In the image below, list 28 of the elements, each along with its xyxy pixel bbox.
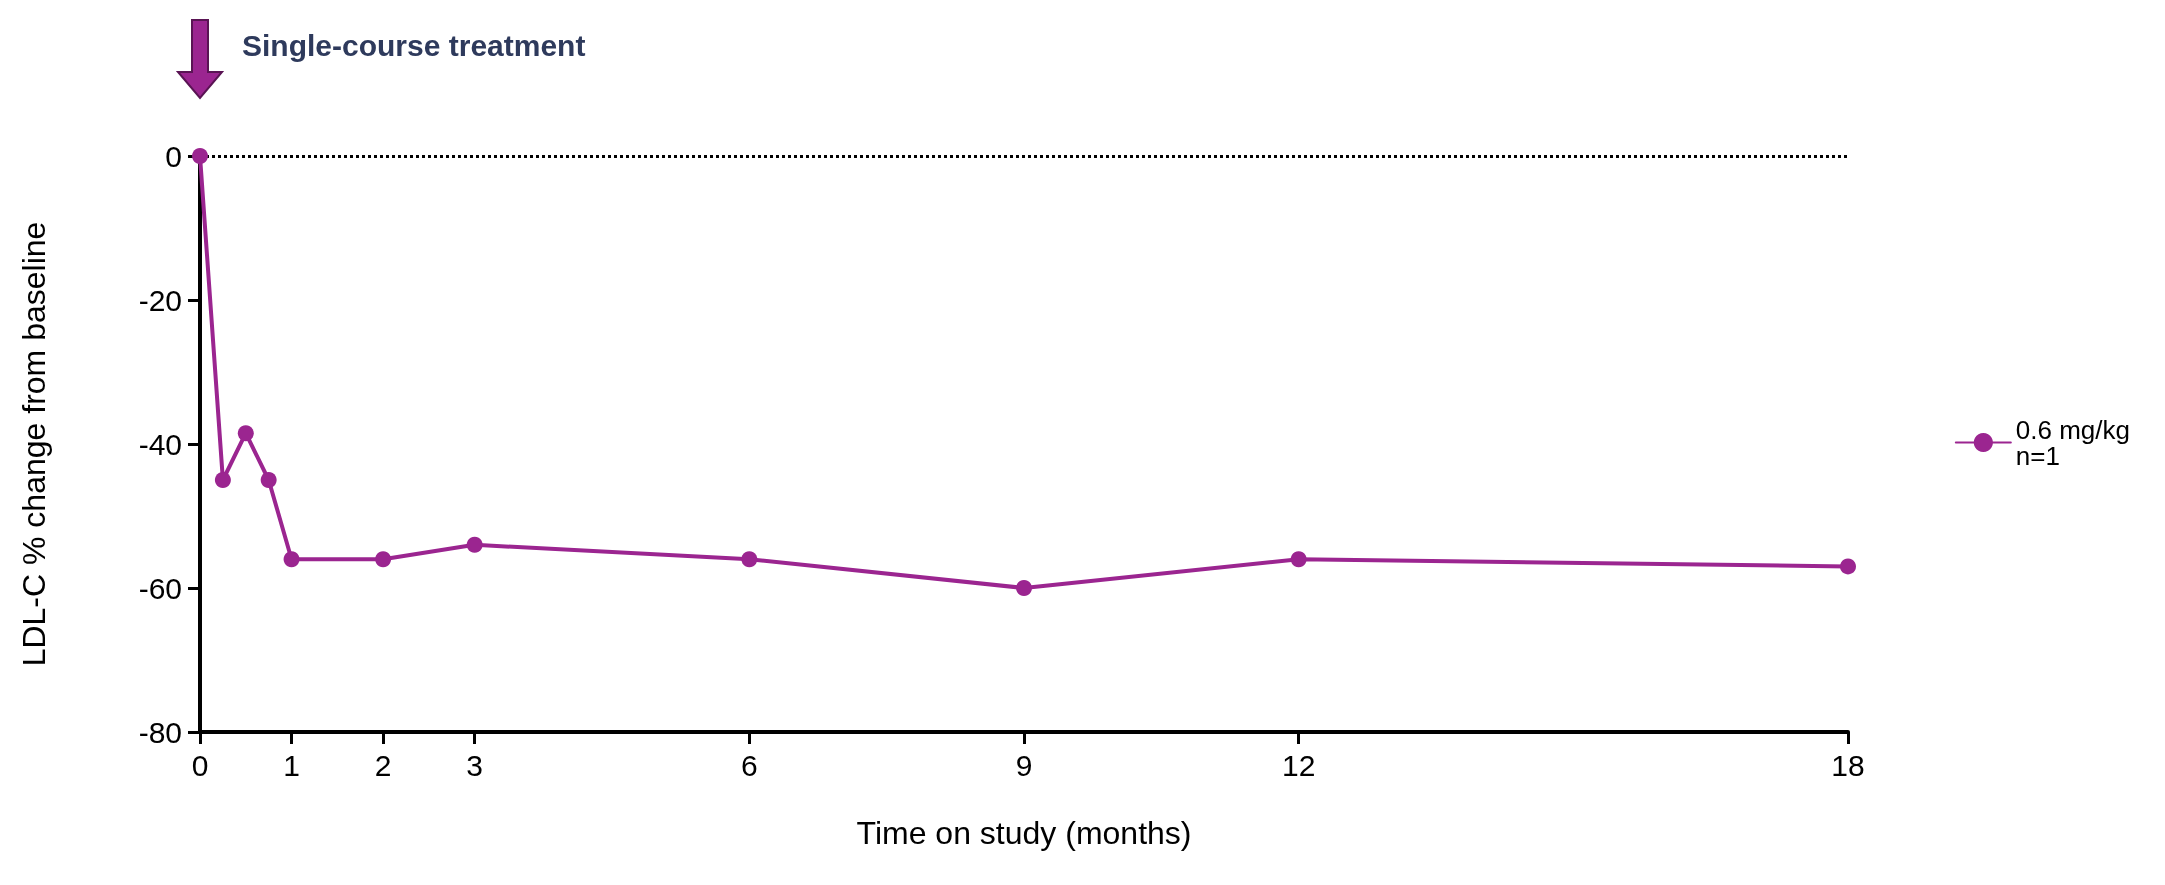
- y-tick-label: -80: [138, 715, 182, 749]
- point: [260, 472, 277, 488]
- point: [192, 148, 208, 164]
- y-tick-label: 0: [165, 139, 182, 173]
- point: [214, 472, 231, 488]
- y-tick-label: -20: [138, 283, 182, 317]
- text: Single-course treatment: [242, 28, 586, 62]
- point: [741, 551, 758, 568]
- y-tick-label: -60: [138, 571, 182, 605]
- point: [283, 551, 300, 568]
- point: [466, 536, 483, 553]
- x-axis-title: Time on study (months): [856, 815, 1192, 851]
- point: [1840, 558, 1856, 575]
- x-tick-label: 3: [466, 748, 484, 782]
- point: [1016, 580, 1032, 596]
- x-tick-label: 12: [1281, 748, 1316, 782]
- x-tick-label: 18: [1831, 748, 1865, 782]
- x-tick-label: 1: [283, 748, 300, 782]
- point: [237, 425, 254, 442]
- x-tick-label: 6: [740, 748, 758, 782]
- x-tick-label: 0: [191, 748, 209, 782]
- y-axis-title: LDL-C % change from baseline: [16, 221, 52, 667]
- legend-label: 0.6 mg/kg n=1: [2015, 414, 2130, 471]
- x-tick-label: 2: [374, 748, 392, 782]
- point: [1290, 551, 1307, 568]
- y-tick-label: -40: [138, 427, 182, 461]
- point: [375, 551, 392, 568]
- x-tick-label: 9: [1015, 748, 1033, 782]
